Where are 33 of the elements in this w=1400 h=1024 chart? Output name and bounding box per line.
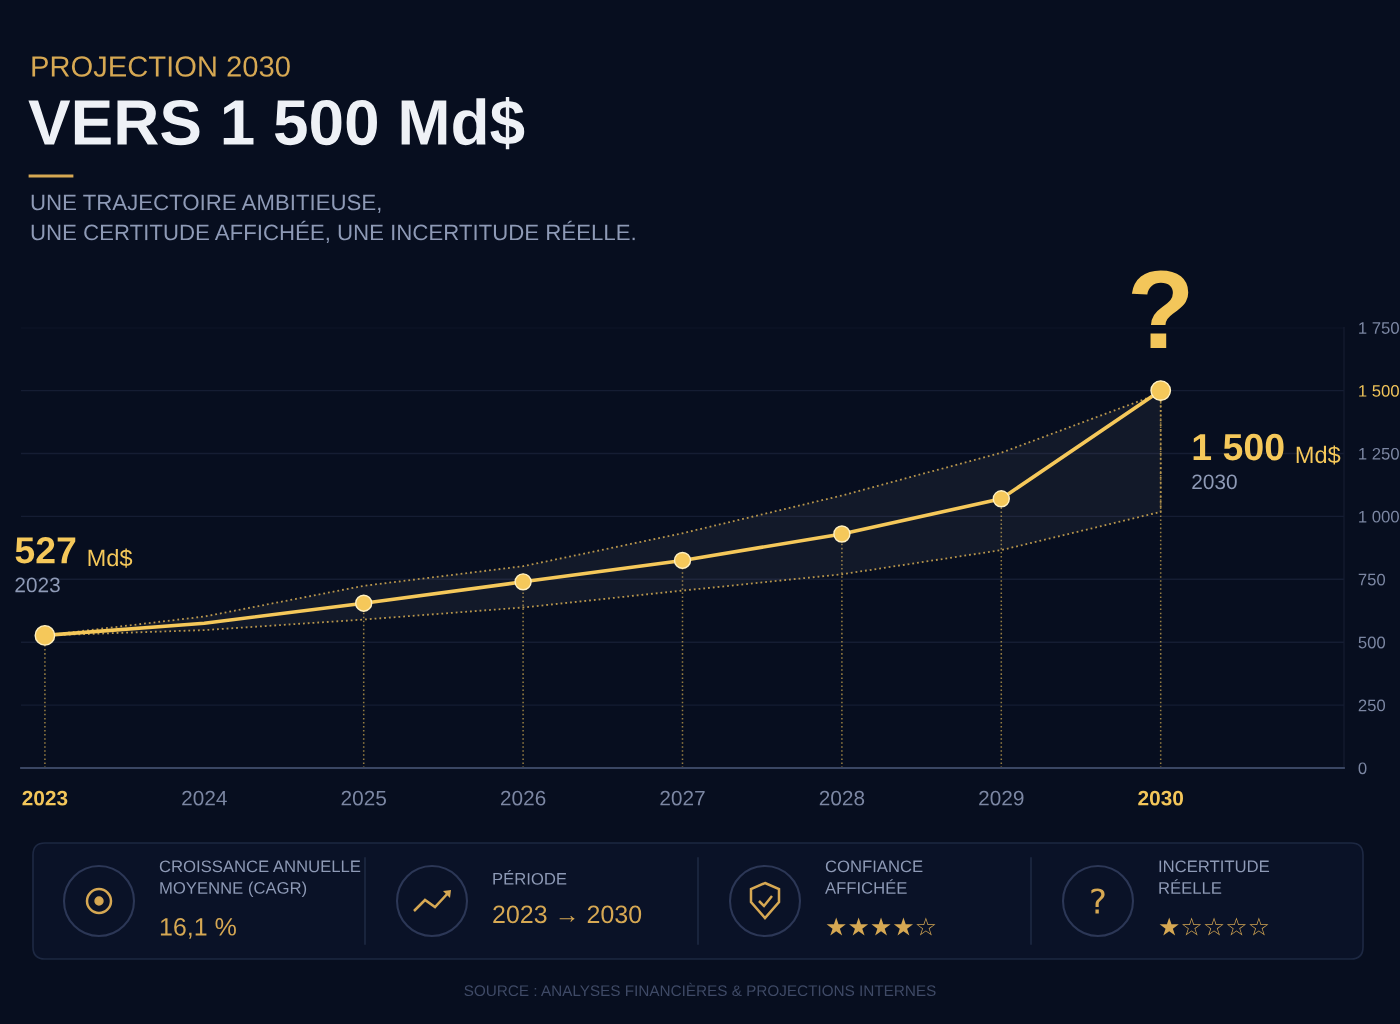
text: CONFIANCE AFFICHÉE <box>825 860 923 894</box>
x-tick-label: 2027 <box>660 790 705 806</box>
x-tick-label: 2026 <box>500 790 546 806</box>
text: PÉRIODE <box>493 870 567 885</box>
y-tick-label: 750 <box>1358 573 1386 586</box>
text: PROJECTION 2030 <box>32 56 290 77</box>
text: CROISSANCE ANNUELLE MOYENNE (CAGR) <box>159 860 361 898</box>
x-tick-label: 2025 <box>341 790 387 806</box>
category-label: 2030 <box>1192 474 1237 490</box>
source-note: SOURCE : ANALYSES FINANCIÈRES & PROJECTIONS INTERNES <box>464 982 936 997</box>
text: 16,1 % <box>160 918 236 939</box>
annotation: ? <box>1131 270 1189 349</box>
text: INCERTITUDE RÉELLE <box>1159 860 1270 894</box>
x-tick-label: 2030 <box>1138 790 1184 806</box>
y-tick-label: 500 <box>1358 636 1386 649</box>
y-tick-label: 0 <box>1358 762 1367 775</box>
x-tick-label: 2028 <box>819 790 865 806</box>
y-tick-label: 1 500 <box>1359 384 1399 397</box>
y-tick-label: 1 750 <box>1359 322 1399 334</box>
data-label: 527 Md$ <box>15 536 133 568</box>
text: 2023 → 2030 <box>493 905 642 924</box>
y-tick-label: 250 <box>1358 699 1386 712</box>
x-tick-label: 2023 <box>22 790 68 806</box>
x-tick-label: 2024 <box>182 790 227 806</box>
category-label: 2023 <box>15 577 60 593</box>
text: ★☆☆☆☆ <box>1159 917 1269 936</box>
data-label: 1 500 Md$ <box>1193 433 1341 465</box>
chart-subtitle: UNE TRAJECTOIRE AMBITIEUSE, UNE CERTITUDE AFFICHÉE, UNE INCERTITUDE RÉELLE. <box>31 194 635 243</box>
y-tick-label: 1 250 <box>1359 447 1399 460</box>
x-tick-label: 2029 <box>979 790 1024 806</box>
chart-title: VERS 1 500 Md$ <box>28 97 525 150</box>
text: ★★★★☆ <box>826 917 936 936</box>
y-tick-label: 1 000 <box>1359 510 1399 523</box>
